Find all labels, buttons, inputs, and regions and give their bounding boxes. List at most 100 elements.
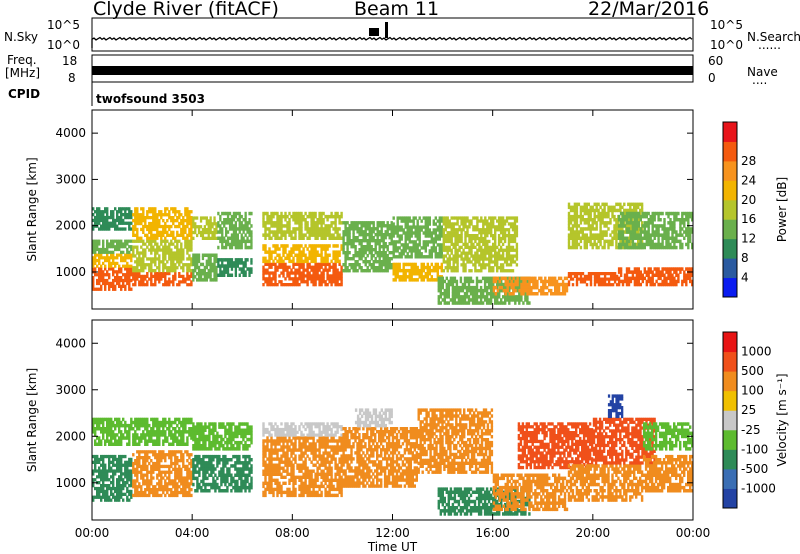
power-colorbar-tick: 28: [741, 154, 756, 168]
power-band: [192, 253, 218, 282]
nave-tick-bottom: 0: [708, 71, 716, 85]
power-band: [262, 262, 343, 287]
power-colorbar-tick: 16: [741, 212, 756, 226]
power-band: [442, 216, 519, 273]
velocity-band: [517, 422, 594, 470]
velocity-band: [132, 450, 193, 498]
power-colorbar-segment: [723, 160, 737, 181]
power-colorbar-tick: 12: [741, 232, 756, 246]
freq-label: Freq.: [7, 53, 37, 67]
velocity-band: [342, 427, 418, 488]
xtick-label: 00:00: [676, 526, 711, 540]
velocity-band: [492, 473, 569, 512]
power-colorbar-segment: [723, 277, 737, 298]
nsky-tick-top: 10^5: [47, 18, 80, 32]
velocity-colorbar-tick: -25: [741, 423, 761, 437]
velocity-band: [192, 422, 253, 451]
power-band: [567, 202, 644, 250]
power-band: [342, 221, 393, 273]
xaxis-label: Time UT: [367, 540, 418, 554]
power-band: [92, 253, 133, 268]
velocity-colorbar-tick: 1000: [741, 345, 772, 359]
nsearch-dots: ......: [758, 38, 781, 52]
power-band: [492, 276, 569, 296]
nsearch-tick-bottom: 10^0: [710, 38, 743, 52]
power-band: [262, 244, 343, 264]
velocity-colorbar-segment: [723, 410, 737, 431]
power-band: [617, 267, 694, 287]
power-band: [217, 211, 253, 250]
nsky-tick-bottom: 10^0: [47, 38, 80, 52]
freq-tick-top: 18: [62, 54, 78, 68]
power-colorbar-segment: [723, 122, 737, 142]
xtick-label: 08:00: [275, 526, 310, 540]
nave-dots: ....: [752, 73, 768, 87]
velocity-colorbar-label: Velocity [m s⁻¹]: [775, 373, 789, 466]
velocity-colorbar-frame: [722, 331, 738, 509]
freq-unit: [MHz]: [5, 66, 41, 80]
velocity-ylabel: Slant Range [km]: [25, 368, 39, 472]
cpid-label: CPID: [8, 87, 41, 101]
date-title: 22/Mar/2016: [588, 0, 710, 20]
nsky-panel-frame: [91, 17, 694, 52]
velocity-ytick-label: 1000: [55, 476, 86, 490]
power-colorbar-segment: [723, 180, 737, 201]
power-ytick-label: 2000: [55, 219, 86, 233]
nsearch-label: N.Search: [747, 30, 800, 44]
velocity-colorbar-tick: 500: [741, 364, 764, 378]
xtick-label: 12:00: [375, 526, 410, 540]
xtick-label: 16:00: [475, 526, 510, 540]
freq-trace: [92, 66, 693, 75]
power-band: [392, 262, 443, 282]
velocity-colorbar-segment: [723, 488, 737, 509]
power-colorbar-segment: [723, 238, 737, 259]
velocity-colorbar-tick: 25: [741, 403, 756, 417]
power-band: [567, 272, 619, 287]
power-colorbar-segment: [723, 199, 737, 220]
velocity-band: [567, 464, 644, 502]
velocity-colorbar-tick: -500: [741, 462, 768, 476]
power-colorbar-tick: 8: [741, 251, 749, 265]
power-colorbar-segment: [723, 258, 737, 279]
power-colorbar-label: Power [dB]: [775, 177, 789, 242]
velocity-band: [262, 436, 343, 498]
cpid-value: twofsound 3503: [96, 92, 205, 106]
velocity-band: [262, 422, 343, 437]
nsky-burst: [369, 28, 379, 36]
power-band: [132, 239, 193, 273]
station-title: Clyde River (fitACF): [93, 0, 279, 20]
power-ytick-label: 4000: [55, 126, 86, 140]
velocity-band: [192, 454, 253, 493]
power-band: [92, 239, 133, 254]
power-ytick-label: 3000: [55, 172, 86, 186]
nsky-trace: [91, 36, 693, 48]
nsearch-tick-top: 10^5: [710, 18, 743, 32]
velocity-ytick-label: 2000: [55, 429, 86, 443]
power-band: [132, 272, 193, 287]
velocity-colorbar-tick: 100: [741, 384, 764, 398]
nsky-spike: [385, 22, 388, 38]
velocity-ytick-label: 4000: [55, 336, 86, 350]
velocity-colorbar-segment: [723, 468, 737, 489]
power-ytick-label: 1000: [55, 265, 86, 279]
velocity-band: [92, 454, 133, 502]
power-colorbar-segment: [723, 141, 737, 162]
power-band: [262, 211, 343, 240]
power-band: [392, 216, 443, 259]
velocity-ytick-label: 3000: [55, 383, 86, 397]
velocity-colorbar-tick: -100: [741, 442, 768, 456]
velocity-colorbar-segment: [723, 371, 737, 392]
velocity-band: [354, 408, 393, 428]
velocity-colorbar-tick: -1000: [741, 481, 776, 495]
beam-title: Beam 11: [354, 0, 440, 20]
velocity-colorbar-segment: [723, 351, 737, 372]
velocity-band: [607, 394, 624, 419]
power-colorbar-frame: [722, 121, 738, 298]
velocity-band: [92, 417, 193, 446]
nave-label: Nave: [747, 65, 778, 79]
power-band: [92, 207, 133, 231]
xtick-label: 20:00: [576, 526, 611, 540]
velocity-band: [642, 454, 694, 493]
power-colorbar-tick: 24: [741, 173, 756, 187]
